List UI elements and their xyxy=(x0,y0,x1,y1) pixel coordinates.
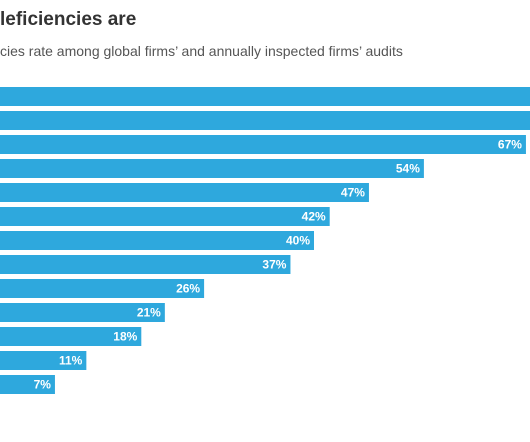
bar-0 xyxy=(0,87,530,106)
bar-value-label-5: 42% xyxy=(302,210,326,224)
bar-1 xyxy=(0,111,530,130)
bar-value-label-3: 54% xyxy=(396,162,420,176)
bar-2 xyxy=(0,135,526,154)
bar-12 xyxy=(0,375,55,394)
bar-10 xyxy=(0,327,142,346)
bar-value-label-2: 67% xyxy=(498,138,522,152)
bar-value-label-12: 7% xyxy=(34,378,52,392)
bar-4 xyxy=(0,183,369,202)
bar-8 xyxy=(0,279,205,298)
bar-value-label-10: 18% xyxy=(113,330,137,344)
bar-6 xyxy=(0,231,314,250)
bar-5 xyxy=(0,207,330,226)
bar-3 xyxy=(0,159,424,178)
bar-value-label-7: 37% xyxy=(262,258,286,272)
bars-group: 867%54%47%42%40%37%26%21%18%11%7% xyxy=(0,87,530,394)
bar-value-label-9: 21% xyxy=(137,306,161,320)
chart-title: leficiencies are xyxy=(0,9,137,30)
bar-9 xyxy=(0,303,165,322)
bar-7 xyxy=(0,255,291,274)
bar-value-label-4: 47% xyxy=(341,186,365,200)
bar-value-label-6: 40% xyxy=(286,234,310,248)
bar-value-label-11: 11% xyxy=(59,354,83,368)
chart-subtitle: cies rate among global firms’ and annual… xyxy=(0,43,403,59)
bar-11 xyxy=(0,351,87,370)
bar-value-label-8: 26% xyxy=(176,282,200,296)
